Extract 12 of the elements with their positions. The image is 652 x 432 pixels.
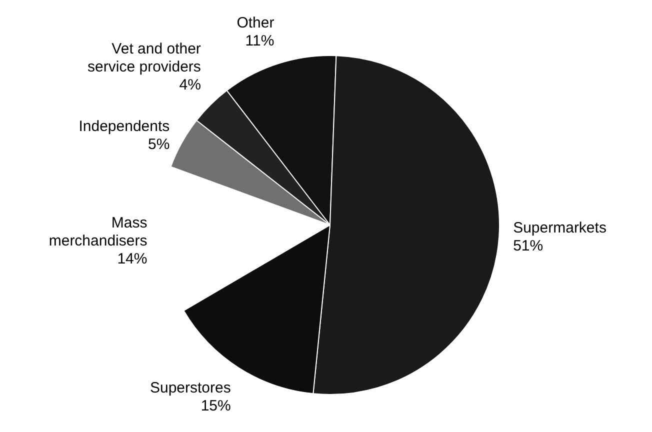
data-label: 5% <box>148 136 170 153</box>
data-label: 11% <box>245 32 274 50</box>
slice-label: Independents <box>78 118 170 135</box>
data-label: 4% <box>179 76 201 94</box>
data-label: 15% <box>200 398 231 415</box>
data-label: 51% <box>513 238 544 255</box>
slice-label: Supermarkets <box>513 220 606 237</box>
slice-label: Other <box>236 14 274 32</box>
slice-label: Vet and other service providers <box>88 40 201 76</box>
slice-label: Mass merchandisers <box>48 214 148 250</box>
slice-label: Superstores <box>150 380 231 397</box>
data-label: 14% <box>117 250 148 268</box>
